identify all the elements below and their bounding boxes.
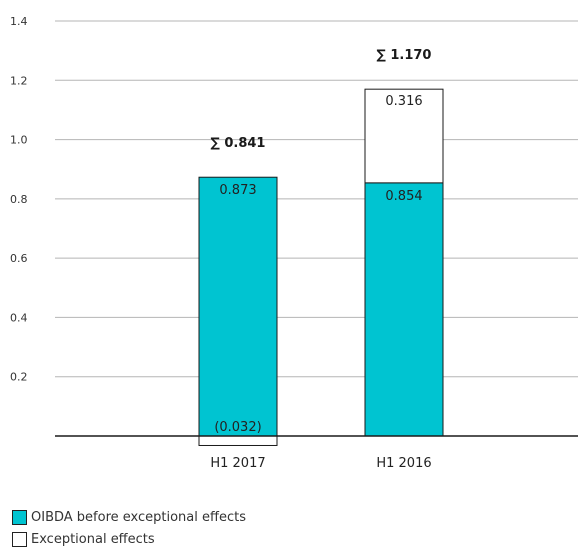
bar-oibda	[364, 182, 444, 437]
bar-oibda	[198, 176, 278, 437]
y-tick-label: 1.2	[10, 74, 28, 87]
data-label-oibda: 0.854	[385, 189, 422, 204]
data-label-exceptional: (0.032)	[214, 420, 261, 435]
y-tick-label: 0.6	[10, 252, 28, 265]
x-tick-label: H1 2017	[210, 456, 265, 471]
chart: 0.2 0.4 0.6 0.8 1.0 1.2 1.4 0.873 (0.032) ∑ 0.841…	[10, 15, 578, 471]
x-tick-label: H1 2016	[376, 456, 431, 471]
bar-exceptional	[364, 88, 444, 184]
y-tick-label: 1.0	[10, 134, 28, 147]
bar-exceptional	[198, 435, 278, 446]
legend-swatch-exceptional	[12, 532, 27, 547]
legend-item-oibda: OIBDA before exceptional effects	[12, 510, 246, 525]
data-label-exceptional: 0.316	[385, 94, 422, 109]
total-label: ∑ 1.170	[377, 48, 432, 63]
legend-label-oibda: OIBDA before exceptional effects	[31, 510, 246, 525]
y-tick-label: 0.4	[10, 311, 28, 324]
legend-label-exceptional: Exceptional effects	[31, 532, 155, 547]
data-label-oibda: 0.873	[219, 183, 256, 198]
legend-item-exceptional: Exceptional effects	[12, 532, 155, 547]
legend-swatch-oibda	[12, 510, 27, 525]
total-label: ∑ 0.841	[211, 136, 266, 151]
y-tick-label: 0.8	[10, 193, 28, 206]
y-tick-label: 1.4	[10, 15, 28, 28]
y-tick-label: 0.2	[10, 371, 28, 384]
